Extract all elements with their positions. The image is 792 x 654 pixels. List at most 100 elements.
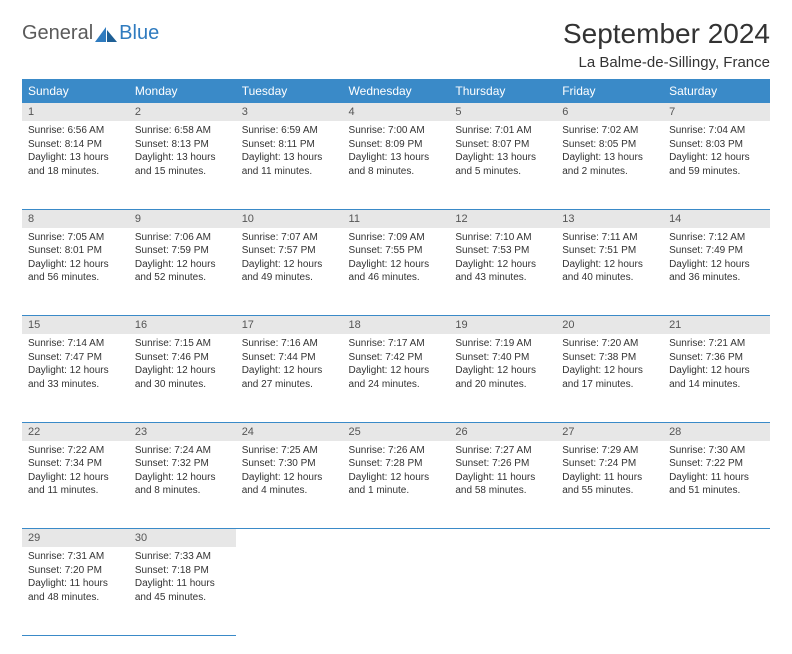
day-cell-content: Sunrise: 7:09 AMSunset: 7:55 PMDaylight:… xyxy=(343,228,450,291)
day-cell: Sunrise: 7:16 AMSunset: 7:44 PMDaylight:… xyxy=(236,334,343,422)
sunrise-text: Sunrise: 6:56 AM xyxy=(28,124,123,138)
day-cell: Sunrise: 7:26 AMSunset: 7:28 PMDaylight:… xyxy=(343,441,450,529)
day-cell-content xyxy=(663,547,770,556)
day-cell-content xyxy=(449,547,556,556)
day-cell xyxy=(663,547,770,635)
day-number: 18 xyxy=(343,316,450,335)
day-number xyxy=(449,529,556,548)
day-cell-content: Sunrise: 6:56 AMSunset: 8:14 PMDaylight:… xyxy=(22,121,129,184)
sunset-text: Sunset: 7:30 PM xyxy=(242,457,337,471)
day-cell-content: Sunrise: 7:26 AMSunset: 7:28 PMDaylight:… xyxy=(343,441,450,504)
daylight1-text: Daylight: 12 hours xyxy=(135,471,230,485)
day-cell-content: Sunrise: 7:19 AMSunset: 7:40 PMDaylight:… xyxy=(449,334,556,397)
daylight2-text: and 24 minutes. xyxy=(349,378,444,392)
sunrise-text: Sunrise: 7:10 AM xyxy=(455,231,550,245)
day-cell-content: Sunrise: 7:04 AMSunset: 8:03 PMDaylight:… xyxy=(663,121,770,184)
day-number: 24 xyxy=(236,422,343,441)
day-number: 4 xyxy=(343,103,450,121)
day-cell-content: Sunrise: 7:10 AMSunset: 7:53 PMDaylight:… xyxy=(449,228,556,291)
day-cell xyxy=(236,547,343,635)
title-block: September 2024 La Balme-de-Sillingy, Fra… xyxy=(563,18,770,71)
daylight1-text: Daylight: 12 hours xyxy=(242,258,337,272)
location: La Balme-de-Sillingy, France xyxy=(563,54,770,71)
daylight1-text: Daylight: 12 hours xyxy=(28,471,123,485)
day-cell-content xyxy=(556,547,663,556)
day-cell-content: Sunrise: 7:24 AMSunset: 7:32 PMDaylight:… xyxy=(129,441,236,504)
daylight2-text: and 2 minutes. xyxy=(562,165,657,179)
daylight1-text: Daylight: 11 hours xyxy=(135,577,230,591)
weekday-header: Thursday xyxy=(449,79,556,103)
day-number: 12 xyxy=(449,209,556,228)
day-number: 23 xyxy=(129,422,236,441)
sunrise-text: Sunrise: 7:07 AM xyxy=(242,231,337,245)
day-cell: Sunrise: 7:06 AMSunset: 7:59 PMDaylight:… xyxy=(129,228,236,316)
sunset-text: Sunset: 8:09 PM xyxy=(349,138,444,152)
day-number: 10 xyxy=(236,209,343,228)
sunrise-text: Sunrise: 7:33 AM xyxy=(135,550,230,564)
day-cell: Sunrise: 6:56 AMSunset: 8:14 PMDaylight:… xyxy=(22,121,129,209)
daylight1-text: Daylight: 12 hours xyxy=(455,364,550,378)
day-cell-content: Sunrise: 7:02 AMSunset: 8:05 PMDaylight:… xyxy=(556,121,663,184)
sunset-text: Sunset: 7:59 PM xyxy=(135,244,230,258)
daylight2-text: and 14 minutes. xyxy=(669,378,764,392)
sunset-text: Sunset: 8:07 PM xyxy=(455,138,550,152)
day-cell: Sunrise: 7:29 AMSunset: 7:24 PMDaylight:… xyxy=(556,441,663,529)
sunset-text: Sunset: 7:24 PM xyxy=(562,457,657,471)
sunset-text: Sunset: 7:28 PM xyxy=(349,457,444,471)
day-cell-content: Sunrise: 7:12 AMSunset: 7:49 PMDaylight:… xyxy=(663,228,770,291)
sunset-text: Sunset: 8:11 PM xyxy=(242,138,337,152)
sunset-text: Sunset: 8:14 PM xyxy=(28,138,123,152)
day-cell-content: Sunrise: 7:29 AMSunset: 7:24 PMDaylight:… xyxy=(556,441,663,504)
daylight2-text: and 20 minutes. xyxy=(455,378,550,392)
sunset-text: Sunset: 7:36 PM xyxy=(669,351,764,365)
weekday-header-row: Sunday Monday Tuesday Wednesday Thursday… xyxy=(22,79,770,103)
daylight1-text: Daylight: 12 hours xyxy=(242,471,337,485)
day-cell: Sunrise: 7:30 AMSunset: 7:22 PMDaylight:… xyxy=(663,441,770,529)
day-cell: Sunrise: 7:09 AMSunset: 7:55 PMDaylight:… xyxy=(343,228,450,316)
daylight2-text: and 11 minutes. xyxy=(242,165,337,179)
sunrise-text: Sunrise: 7:15 AM xyxy=(135,337,230,351)
daynum-row: 15161718192021 xyxy=(22,316,770,335)
sunset-text: Sunset: 7:38 PM xyxy=(562,351,657,365)
day-number: 29 xyxy=(22,529,129,548)
daylight1-text: Daylight: 12 hours xyxy=(135,258,230,272)
day-cell: Sunrise: 7:14 AMSunset: 7:47 PMDaylight:… xyxy=(22,334,129,422)
daylight2-text: and 49 minutes. xyxy=(242,271,337,285)
day-number: 26 xyxy=(449,422,556,441)
daynum-row: 1234567 xyxy=(22,103,770,121)
daylight1-text: Daylight: 12 hours xyxy=(562,258,657,272)
week-row: Sunrise: 7:22 AMSunset: 7:34 PMDaylight:… xyxy=(22,441,770,529)
day-number xyxy=(556,529,663,548)
week-row: Sunrise: 6:56 AMSunset: 8:14 PM Daylight:… xyxy=(22,121,770,209)
daylight2-text: and 58 minutes. xyxy=(455,484,550,498)
daylight1-text: Daylight: 13 hours xyxy=(455,151,550,165)
sunrise-text: Sunrise: 7:31 AM xyxy=(28,550,123,564)
daylight2-text: and 33 minutes. xyxy=(28,378,123,392)
daylight1-text: Daylight: 11 hours xyxy=(28,577,123,591)
sunrise-text: Sunrise: 6:58 AM xyxy=(135,124,230,138)
day-number xyxy=(236,529,343,548)
day-cell-content xyxy=(343,547,450,556)
sunset-text: Sunset: 7:49 PM xyxy=(669,244,764,258)
sunset-text: Sunset: 7:18 PM xyxy=(135,564,230,578)
day-cell: Sunrise: 7:27 AMSunset: 7:26 PMDaylight:… xyxy=(449,441,556,529)
day-cell xyxy=(556,547,663,635)
daylight1-text: Daylight: 12 hours xyxy=(562,364,657,378)
day-cell-content: Sunrise: 7:33 AMSunset: 7:18 PMDaylight:… xyxy=(129,547,236,610)
day-cell-content: Sunrise: 7:07 AMSunset: 7:57 PMDaylight:… xyxy=(236,228,343,291)
day-number: 7 xyxy=(663,103,770,121)
day-cell-content: Sunrise: 7:27 AMSunset: 7:26 PMDaylight:… xyxy=(449,441,556,504)
sunrise-text: Sunrise: 7:11 AM xyxy=(562,231,657,245)
daylight1-text: Daylight: 11 hours xyxy=(562,471,657,485)
sunset-text: Sunset: 7:53 PM xyxy=(455,244,550,258)
header: General Blue September 2024 La Balme-de-… xyxy=(22,18,770,71)
day-cell: Sunrise: 7:00 AMSunset: 8:09 PMDaylight:… xyxy=(343,121,450,209)
daylight2-text: and 59 minutes. xyxy=(669,165,764,179)
sail-icon xyxy=(95,26,117,42)
daylight1-text: Daylight: 12 hours xyxy=(349,471,444,485)
day-number: 1 xyxy=(22,103,129,121)
daylight1-text: Daylight: 12 hours xyxy=(135,364,230,378)
daylight2-text: and 36 minutes. xyxy=(669,271,764,285)
daynum-row: 22232425262728 xyxy=(22,422,770,441)
day-cell-content: Sunrise: 7:16 AMSunset: 7:44 PMDaylight:… xyxy=(236,334,343,397)
